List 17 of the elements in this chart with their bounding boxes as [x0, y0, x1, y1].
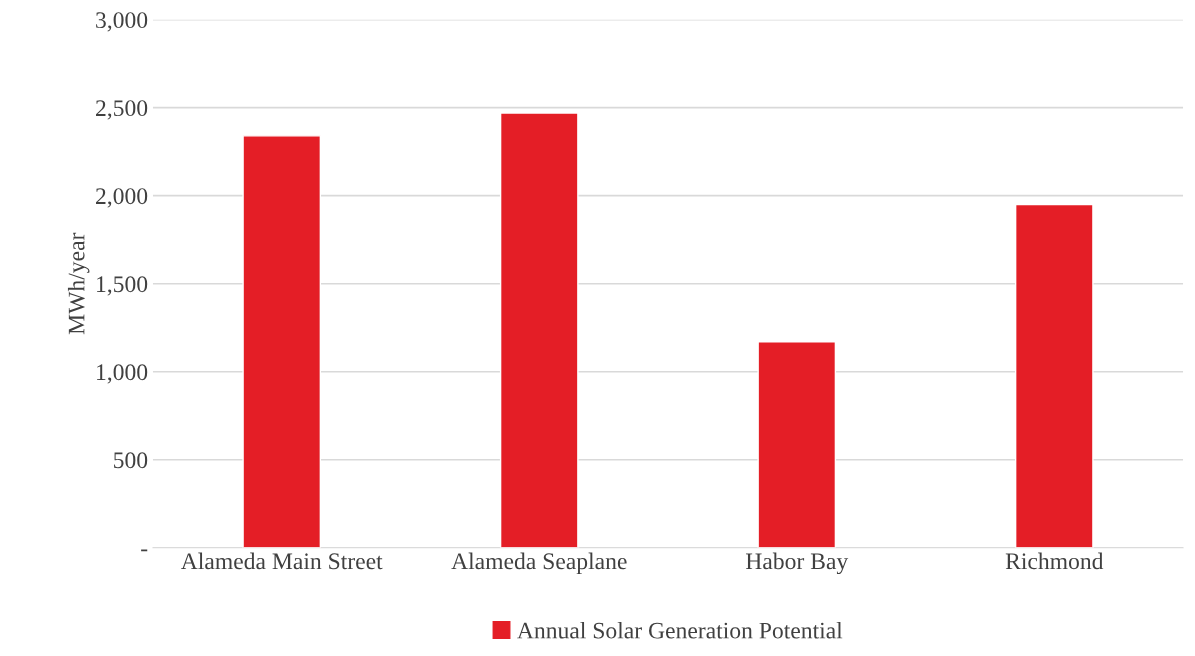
x-tick-label: Habor Bay — [745, 552, 849, 575]
y-tick-label: 2,500 — [96, 100, 148, 120]
bar — [1014, 203, 1094, 548]
y-tick-label: 1,000 — [97, 364, 148, 384]
y-tick-label: - — [141, 549, 148, 552]
x-tick-label: Alameda Seaplane — [451, 552, 627, 575]
y-tick-label: 1,500 — [97, 276, 148, 296]
y-tick-label: 3,000 — [96, 12, 148, 32]
y-tick-label: 2,000 — [96, 188, 148, 208]
y-tick-label: 500 — [114, 452, 148, 469]
legend-label: Annual Solar Generation Potential — [517, 621, 843, 639]
bar — [499, 112, 579, 548]
bar — [757, 341, 837, 548]
bar — [242, 135, 322, 548]
y-axis-title: MWh/year — [67, 232, 90, 335]
x-tick-label: Richmond — [1005, 552, 1104, 570]
x-tick-label: Alameda Main Street — [180, 552, 383, 570]
